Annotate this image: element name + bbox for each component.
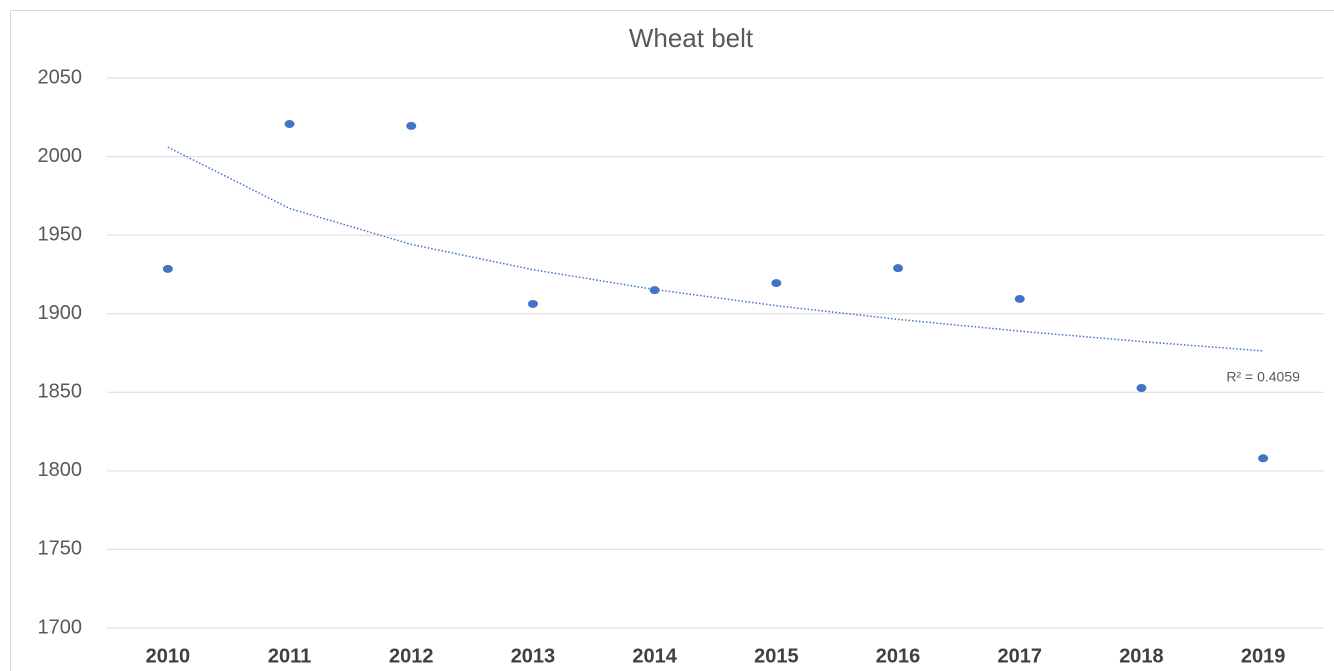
y-tick-label: 1900: [38, 302, 83, 324]
data-point: [162, 264, 173, 273]
data-point: [527, 299, 538, 308]
x-tick-label: 2016: [876, 645, 921, 667]
y-tick-label: 1950: [38, 223, 83, 245]
y-tick-label: 2050: [38, 66, 83, 88]
x-tick-label: 2017: [998, 645, 1043, 667]
chart-frame: [10, 10, 1334, 671]
x-tick-label: 2014: [632, 645, 677, 667]
data-point: [406, 121, 417, 130]
data-point: [1014, 294, 1025, 303]
y-tick-label: 1750: [38, 538, 83, 560]
y-tick-label: 2000: [38, 145, 83, 167]
data-point: [649, 286, 660, 295]
x-tick-label: 2018: [1119, 645, 1164, 667]
y-tick-label: 1850: [38, 381, 83, 403]
data-point: [893, 264, 904, 273]
y-tick-label: 1800: [38, 459, 83, 481]
data-point: [1136, 384, 1147, 393]
data-point: [771, 279, 782, 288]
y-tick-label: 1700: [38, 616, 83, 638]
trendline: [167, 146, 1264, 352]
x-tick-label: 2012: [389, 645, 434, 667]
chart-title: Wheat belt: [629, 23, 754, 53]
x-tick-label: 2019: [1241, 645, 1286, 667]
data-point: [1258, 454, 1269, 463]
trendline-annotation: R² = 0.4059: [1226, 369, 1300, 385]
x-tick-label: 2010: [146, 645, 191, 667]
x-tick-label: 2011: [268, 645, 311, 667]
data-point: [284, 120, 295, 129]
x-tick-label: 2013: [511, 645, 556, 667]
x-tick-label: 2015: [754, 645, 799, 667]
